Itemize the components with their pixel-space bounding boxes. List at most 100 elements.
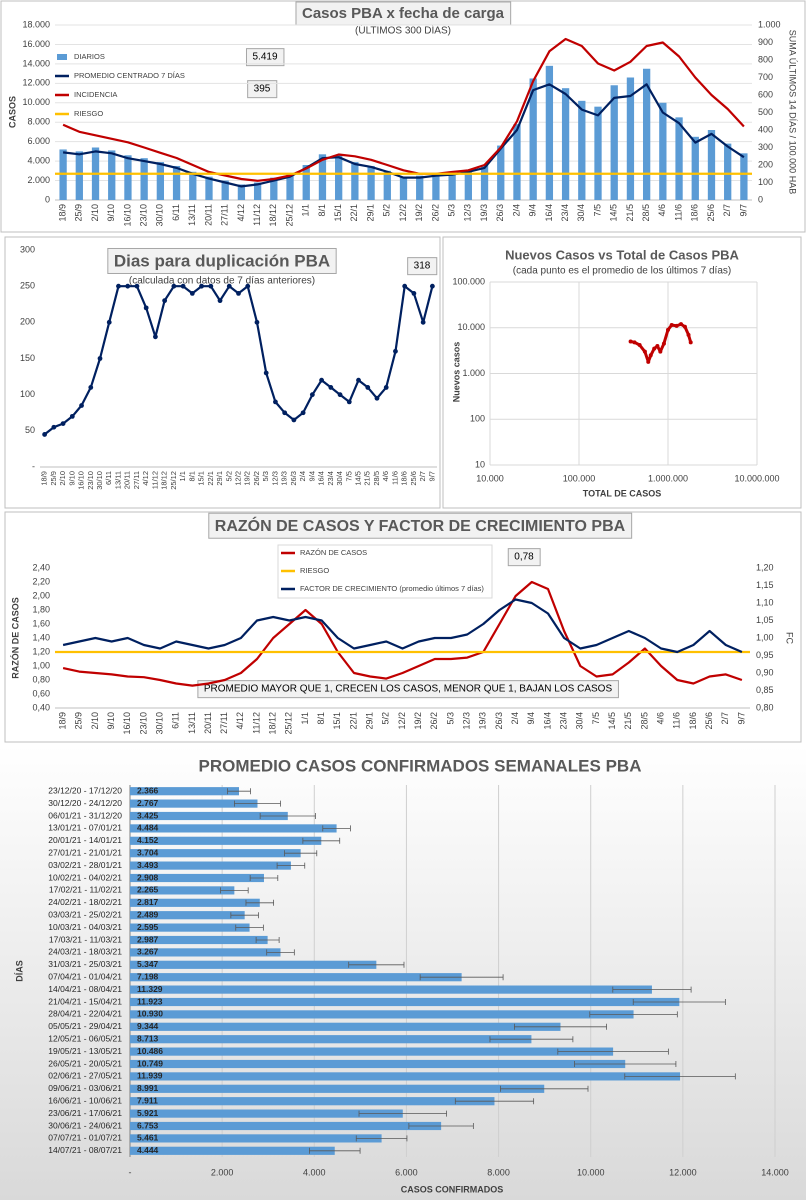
x-tick-label: 9/7	[427, 471, 436, 481]
data-label: 2.366	[137, 785, 159, 795]
y-tick-label: 10/03/21 - 04/03/21	[48, 922, 122, 932]
y-tick-label: 23/06/21 - 17/06/21	[48, 1108, 122, 1118]
error-bar	[632, 999, 726, 1005]
bar	[253, 182, 262, 200]
x-tick-label: 19/2	[243, 471, 252, 486]
marker	[208, 283, 214, 289]
error-bar	[234, 800, 281, 807]
y-tick-label: 2,20	[32, 576, 50, 586]
bar	[367, 165, 375, 200]
bar	[130, 985, 652, 994]
y-tick-label: 0,60	[32, 688, 50, 698]
y-tick-label: 09/06/21 - 03/06/21	[48, 1083, 122, 1093]
x-tick-label: 28/5	[641, 204, 651, 222]
x-tick-label: 22/1	[206, 471, 215, 486]
bar	[642, 68, 651, 200]
annotation: 0,78	[514, 552, 534, 563]
bar	[130, 973, 462, 982]
y-tick-label: 1,40	[32, 632, 50, 642]
y-tick-label: 1,15	[756, 580, 774, 590]
y-tick-label: -	[32, 461, 35, 471]
x-tick-label: 28/5	[372, 471, 381, 486]
marker	[79, 403, 84, 408]
legend-label: RIESGO	[74, 109, 103, 118]
marker	[411, 291, 417, 296]
y-tick-label: 1,20	[756, 562, 774, 572]
point	[655, 343, 660, 348]
x-tick-label: 9/4	[307, 471, 316, 481]
y-tick-label: 0	[758, 194, 763, 204]
x-axis-label: CASOS CONFIRMADOS	[401, 1184, 504, 1194]
x-tick-label: 1/1	[301, 204, 311, 217]
marker	[116, 283, 121, 289]
data-label: 2.817	[137, 897, 159, 907]
bar	[130, 861, 291, 870]
annotation-box	[507, 548, 541, 567]
y-tick-label: 14/07/21 - 08/07/21	[48, 1145, 122, 1155]
x-tick-label: 23/10	[86, 471, 95, 490]
bar	[626, 77, 635, 200]
data-label: 2.595	[137, 922, 159, 932]
error-bar	[589, 1011, 678, 1018]
y-tick-label: 16/06/21 - 10/06/21	[48, 1095, 122, 1105]
x-tick-label: 18/9	[57, 712, 67, 730]
x-tick-label: 7/5	[592, 204, 602, 217]
x-tick-label: 6/11	[171, 712, 181, 729]
data-label: 3.425	[137, 810, 159, 820]
bar	[130, 1059, 626, 1069]
y-tick-label: 1.000	[462, 368, 485, 378]
marker	[189, 291, 195, 296]
marker	[263, 370, 269, 376]
data-label: 4.444	[137, 1145, 159, 1155]
error-bar	[355, 1135, 408, 1142]
legend-swatch	[57, 54, 67, 60]
data-label: 5.347	[137, 959, 159, 969]
marker	[346, 399, 352, 405]
x-tick-label: 21/5	[625, 204, 635, 222]
title-box	[107, 247, 337, 274]
x-tick-label: 14.000	[761, 1167, 789, 1177]
marker	[374, 395, 380, 401]
point	[674, 323, 679, 328]
y-tick-label: 17/03/21 - 11/03/21	[49, 934, 122, 944]
x-tick-label: 12/2	[398, 204, 408, 222]
x-tick-label: 12/3	[462, 712, 472, 730]
marker	[309, 392, 315, 398]
x-tick-label: 6/11	[171, 204, 181, 221]
data-label: 8.713	[137, 1033, 159, 1043]
data-label: 2.908	[137, 872, 159, 882]
x-tick-label: 1/1	[300, 712, 310, 725]
y-tick-label: 50	[25, 425, 35, 435]
marker	[282, 410, 288, 416]
point	[648, 353, 653, 358]
y-tick-label: 10.000	[457, 322, 485, 332]
x-tick-label: 14/5	[354, 471, 363, 486]
x-tick-label: 23/10	[138, 712, 148, 735]
bar	[205, 176, 213, 200]
marker	[245, 283, 251, 289]
data-label: 5.461	[137, 1133, 159, 1143]
y-tick-label: 03/02/21 - 28/01/21	[48, 860, 122, 870]
annotation-box	[247, 80, 278, 99]
x-tick-label: 28/5	[639, 712, 649, 730]
data-label: 11.939	[137, 1071, 163, 1081]
x-tick-label: 18/12	[268, 204, 278, 227]
bar	[130, 836, 322, 845]
x-tick-label: 15/1	[333, 204, 343, 222]
bar	[130, 1146, 335, 1155]
x-tick-label: 23/10	[139, 204, 149, 227]
y-tick-label: 1,00	[32, 660, 50, 670]
x-tick-label: 20/11	[203, 204, 213, 226]
y-tick-label: 28/04/21 - 22/04/21	[48, 1009, 122, 1019]
bar	[561, 88, 570, 200]
legend-label: DIARIOS	[74, 52, 105, 61]
x-tick-label: 8.000	[487, 1167, 510, 1177]
bar	[691, 136, 699, 200]
x-tick-label: 4/6	[381, 471, 390, 481]
x-tick-label: 16/4	[317, 471, 326, 486]
y-tick-label: 26/05/21 - 20/05/21	[48, 1058, 122, 1068]
bar	[237, 184, 246, 200]
bar	[156, 162, 165, 200]
bar	[513, 124, 521, 200]
bar	[335, 155, 343, 200]
